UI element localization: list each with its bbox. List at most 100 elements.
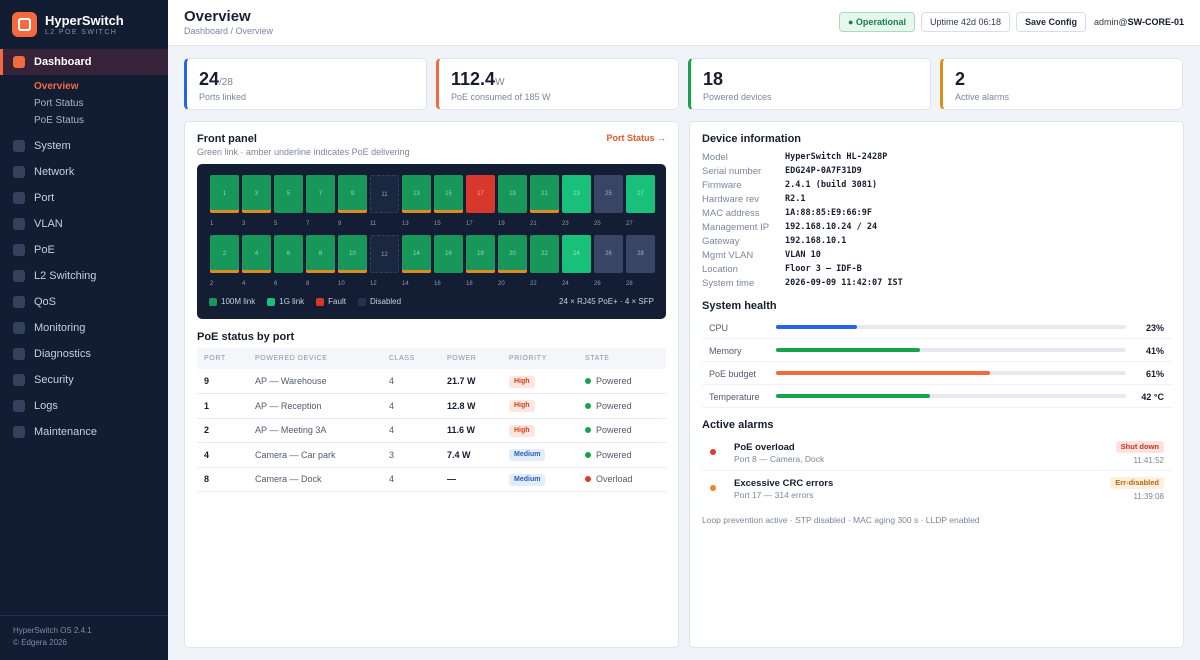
table-row[interactable]: 9 AP — Warehouse 4 21.7 W High Powered — [197, 369, 666, 394]
kpi-value-wrap: 112.4W — [451, 69, 505, 90]
sidebar-item-network[interactable]: Network — [0, 159, 168, 185]
column-header-powered-device[interactable]: POWERED DEVICE — [248, 348, 382, 369]
port-23[interactable]: 23 — [562, 175, 591, 213]
top-bar: Overview Dashboard / Overview ● Operatio… — [168, 0, 1200, 46]
port-25[interactable]: 25 — [594, 175, 623, 213]
port-number-label: 25 — [594, 221, 601, 227]
alarm-action-badge: Err-disabled — [1110, 477, 1164, 489]
device-cell: AP — Reception — [248, 393, 382, 419]
port-1[interactable]: 1 — [210, 175, 239, 213]
sidebar-item-label: PoE — [34, 244, 55, 256]
info-value: 1A:88:85:E9:66:9F — [785, 208, 872, 218]
port-number-label: 1 — [210, 221, 214, 227]
dashboard-icon — [13, 56, 25, 68]
column-header-state[interactable]: STATE — [578, 348, 666, 369]
sidebar-item-l2-switching[interactable]: L2 Switching — [0, 263, 168, 289]
sidebar-item-security[interactable]: Security — [0, 367, 168, 393]
sidebar-item-port[interactable]: Port — [0, 185, 168, 211]
port-number-label: 5 — [274, 221, 278, 227]
port-26[interactable]: 26 — [594, 235, 623, 273]
sidebar-item-diagnostics[interactable]: Diagnostics — [0, 341, 168, 367]
sidebar-item-dashboard[interactable]: Dashboard — [0, 49, 168, 75]
monitoring-icon — [13, 322, 25, 334]
brand-subtitle: L2 POE SWITCH — [45, 28, 118, 36]
info-row-serial-number: Serial number EDG24P-0A7F31D9 — [702, 166, 1171, 180]
port-5[interactable]: 5 — [274, 175, 303, 213]
port-7[interactable]: 7 — [306, 175, 335, 213]
state-cell: Overload — [578, 467, 666, 492]
state-label: Powered — [596, 376, 632, 386]
info-key: Firmware — [702, 180, 742, 191]
subnav-item-port-status[interactable]: Port Status — [34, 98, 84, 109]
port-6[interactable]: 6 — [274, 235, 303, 273]
port-9[interactable]: 9 — [338, 175, 367, 213]
alarm-title: PoE overload — [734, 442, 795, 453]
health-value: 23% — [1145, 323, 1164, 333]
subnav-item-overview[interactable]: Overview — [34, 81, 79, 92]
column-header-priority[interactable]: PRIORITY — [502, 348, 578, 369]
sidebar-item-monitoring[interactable]: Monitoring — [0, 315, 168, 341]
port-13[interactable]: 13 — [402, 175, 431, 213]
user-menu[interactable]: admin@SW-CORE-01 — [1094, 17, 1184, 27]
port-3[interactable]: 3 — [242, 175, 271, 213]
info-row-location: Location Floor 3 — IDF-B — [702, 264, 1171, 278]
port-icon — [13, 192, 25, 204]
port-14[interactable]: 14 — [402, 235, 431, 273]
alarm-item[interactable]: Excessive CRC errors Port 17 — 314 errors… — [702, 473, 1171, 507]
table-row[interactable]: 8 Camera — Dock 4— Medium Overload — [197, 467, 666, 492]
port-18[interactable]: 18 — [466, 235, 495, 273]
breadcrumb[interactable]: Dashboard / Overview — [184, 26, 274, 36]
port-27[interactable]: 27 — [626, 175, 655, 213]
port-12[interactable]: 12 — [370, 235, 399, 273]
poe-status-title: PoE status by port — [197, 331, 295, 343]
health-label: CPU — [709, 323, 729, 333]
port-status-link[interactable]: Port Status → — [606, 133, 666, 143]
brand[interactable]: HyperSwitch L2 POE SWITCH — [12, 12, 124, 37]
port-4[interactable]: 4 — [242, 235, 271, 273]
sidebar-item-system[interactable]: System — [0, 133, 168, 159]
sidebar-item-qos[interactable]: QoS — [0, 289, 168, 315]
port-20[interactable]: 20 — [498, 235, 527, 273]
port-10[interactable]: 10 — [338, 235, 367, 273]
port-22[interactable]: 22 — [530, 235, 559, 273]
kpi-value: 112.4 — [451, 69, 496, 89]
state-cell: Powered — [578, 393, 666, 419]
health-bar-fill — [776, 371, 990, 375]
network-icon — [13, 166, 25, 178]
class-cell: 3 — [382, 442, 440, 468]
info-value: EDG24P-0A7F31D9 — [785, 166, 862, 176]
port-21[interactable]: 21 — [530, 175, 559, 213]
table-header: PORT POWERED DEVICE CLASS POWER PRIORITY STAT… — [197, 348, 666, 369]
vlan-icon — [13, 218, 25, 230]
health-bar-fill — [776, 394, 930, 398]
sidebar-item-poe[interactable]: PoE — [0, 237, 168, 263]
port-8[interactable]: 8 — [306, 235, 335, 273]
port-15[interactable]: 15 — [434, 175, 463, 213]
priority-badge: High — [509, 424, 535, 437]
info-value: VLAN 10 — [785, 250, 821, 260]
column-header-power[interactable]: POWER — [440, 348, 502, 369]
alarm-item[interactable]: PoE overload Port 8 — Camera, Dock Shut do… — [702, 437, 1171, 471]
column-header-class[interactable]: CLASS — [382, 348, 440, 369]
port-2[interactable]: 2 — [210, 235, 239, 273]
priority-cell: High — [502, 393, 578, 419]
table-row[interactable]: 2 AP — Meeting 3A 4 11.6 W High Powered — [197, 418, 666, 443]
state-dot-icon — [585, 451, 591, 458]
column-header-port[interactable]: PORT — [197, 348, 248, 369]
sidebar-item-logs[interactable]: Logs — [0, 393, 168, 419]
port-number-label: 3 — [242, 221, 246, 227]
port-11[interactable]: 11 — [370, 175, 399, 213]
port-28[interactable]: 28 — [626, 235, 655, 273]
port-17[interactable]: 17 — [466, 175, 495, 213]
sidebar-item-maintenance[interactable]: Maintenance — [0, 419, 168, 445]
info-key: System time — [702, 278, 755, 289]
port-19[interactable]: 19 — [498, 175, 527, 213]
table-row[interactable]: 1 AP — Reception 4 12.8 W High Powered — [197, 393, 666, 419]
status-badge: ● Operational — [839, 12, 915, 32]
port-16[interactable]: 16 — [434, 235, 463, 273]
port-24[interactable]: 24 — [562, 235, 591, 273]
sidebar-item-vlan[interactable]: VLAN — [0, 211, 168, 237]
subnav-item-poe-status[interactable]: PoE Status — [34, 115, 85, 126]
table-row[interactable]: 4 Camera — Car park 3 7.4 W Medium Powered — [197, 442, 666, 468]
save-config-button[interactable]: Save Config — [1016, 12, 1087, 32]
